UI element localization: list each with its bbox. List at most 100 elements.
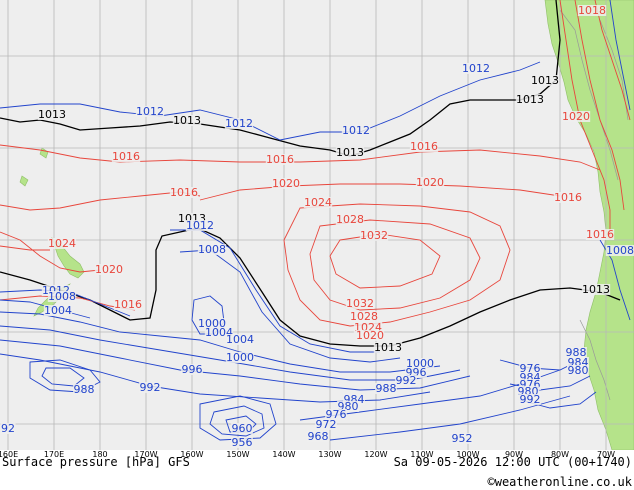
isobar-label-background: [359, 230, 389, 241]
isobar-label-background: [204, 327, 234, 338]
isobar-label-background: [605, 245, 634, 256]
isobar-label-background: [561, 111, 591, 122]
island-land: [19, 175, 29, 187]
isobar-label-background: [409, 141, 439, 152]
isobar-label: 1013: [336, 146, 364, 159]
isobar-label-background: [94, 264, 124, 275]
isobar-label: 1008: [198, 243, 226, 256]
isobar-label-background: [345, 298, 375, 309]
isobar-label-background: [373, 342, 403, 353]
isobar-1012: [170, 229, 380, 353]
isobar-label: 1016: [170, 186, 198, 199]
isobar-label: 980: [568, 364, 589, 377]
isobar-label-background: [519, 363, 541, 374]
isobar-label: 1028: [336, 213, 364, 226]
isobar-1032: [329, 233, 441, 289]
longitude-label: 170W: [134, 450, 157, 459]
isobar-label-background: [530, 75, 560, 86]
isobar-label: 992: [520, 393, 541, 406]
isobar-label-background: [335, 147, 365, 158]
isobar-label-background: [47, 238, 77, 249]
isobar-label-background: [585, 229, 615, 240]
isobar-1028: [309, 219, 481, 311]
isobar-label-background: [515, 94, 545, 105]
isobar-label-background: [405, 358, 435, 369]
isobar-label: 1020: [356, 329, 384, 342]
isobar-label: 1000: [226, 351, 254, 364]
isobar-label-background: [231, 437, 253, 448]
longitude-label: 110W: [410, 450, 433, 459]
isobar-label: 1016: [410, 140, 438, 153]
longitude-label: 160E: [0, 450, 18, 459]
isobar-label-background: [353, 322, 383, 333]
south-america-land: [544, 0, 634, 451]
longitude-label: 160W: [180, 450, 203, 459]
isobar-label: 1020: [95, 263, 123, 276]
isobar-label: 1013: [374, 341, 402, 354]
isobar-label-background: [47, 291, 77, 302]
isobar-label: 1012: [225, 117, 253, 130]
isobar-label-background: [349, 311, 379, 322]
isobar-label: 956: [232, 436, 253, 449]
isobar-label: 1013: [173, 114, 201, 127]
longitude-label: 70W: [597, 450, 615, 459]
isobar-label: 972: [316, 418, 337, 431]
isobar-label-background: [303, 197, 333, 208]
isobar-label: 1013: [582, 283, 610, 296]
isobar-label: 996: [182, 363, 203, 376]
isobar-label-background: [451, 433, 473, 444]
isobar-1024: [0, 245, 50, 251]
isobar-1012: [0, 61, 541, 141]
isobar-980: [199, 395, 277, 441]
isobar-label-background: [43, 305, 73, 316]
isobar-label-background: [73, 384, 95, 395]
isobar-label: 1013: [516, 93, 544, 106]
isobar-label: 1020: [562, 110, 590, 123]
isobar-label-background: [197, 318, 227, 329]
isobar-label-background: [519, 379, 541, 390]
credit-link[interactable]: ©weatheronline.co.uk: [488, 475, 633, 489]
longitude-label: 100W: [456, 450, 479, 459]
isobar-label: 1016: [266, 153, 294, 166]
isobar-label: 1004: [226, 333, 254, 346]
isobar-label-background: [565, 347, 587, 358]
isobar-label-background: [111, 151, 141, 162]
isobar-label-background: [41, 285, 71, 296]
isobar-argentina: [609, 0, 631, 111]
isobar-label-background: [265, 154, 295, 165]
isobar-label-background: [415, 177, 445, 188]
isobar-label-background: [553, 192, 583, 203]
isobar-1020: [199, 183, 561, 201]
lat-lon-grid: [0, 0, 634, 450]
isobar-label: 976: [520, 362, 541, 375]
longitude-label: 180: [92, 450, 107, 459]
isobar-label: 1028: [350, 310, 378, 323]
isobar-label-background: [177, 213, 207, 224]
isobar-chile: [594, 0, 631, 121]
isobar-label-background: [225, 352, 255, 363]
isobar-label-background: [343, 394, 365, 405]
isobar-label: 1000: [198, 317, 226, 330]
longitude-labels: 160E 170E 180 170W 160W 150W 140W 130W 120W 110W 1…: [0, 450, 615, 459]
isobar-label-background: [577, 5, 607, 16]
isobar-label: 1016: [554, 191, 582, 204]
isobar-label-background: [405, 367, 427, 378]
isobar-label-background: [395, 375, 417, 386]
isobar-south: [329, 395, 571, 441]
isobar-label-background: [169, 187, 199, 198]
isobar-label: 976: [326, 408, 347, 421]
isobar-label-background: [567, 357, 589, 368]
isobar-label: 1000: [406, 357, 434, 370]
isobar-labels: 1018 1013 1012 1013 1012 1013 1012 1012 1013 1013…: [0, 4, 634, 449]
isobar-label-background: [325, 409, 347, 420]
isobar-label-background: [567, 365, 589, 376]
isobar-label-background: [517, 386, 539, 397]
isobar-label-background: [172, 115, 202, 126]
isobar-label-background: [519, 394, 541, 405]
isobar-label-background: [224, 118, 254, 129]
isobar-label: 988: [74, 383, 95, 396]
longitude-label: 80W: [551, 450, 569, 459]
isobar-label-background: [135, 106, 165, 117]
isobar-label: 1020: [416, 176, 444, 189]
isobar-label: 1012: [186, 219, 214, 232]
